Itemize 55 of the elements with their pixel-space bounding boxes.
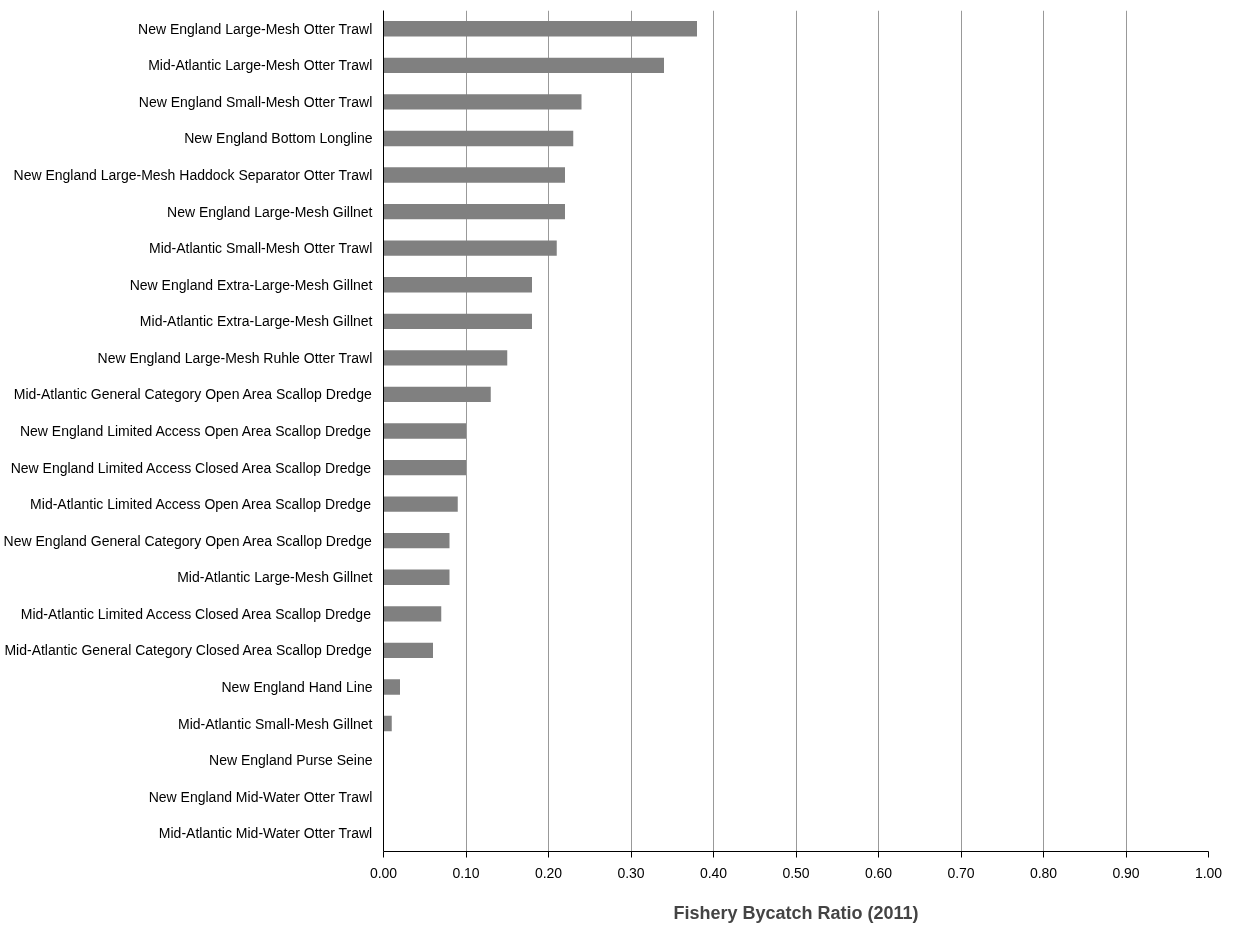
y-tick-label: New England Bottom Longline bbox=[184, 130, 373, 147]
x-tick-label: 0.60 bbox=[864, 864, 893, 881]
x-tick-label: 0.10 bbox=[452, 864, 480, 881]
bar bbox=[383, 21, 697, 37]
bar bbox=[383, 240, 557, 256]
x-axis-title: Fishery Bycatch Ratio (2011) bbox=[673, 902, 919, 923]
x-tick-label: 0.90 bbox=[1112, 864, 1140, 881]
bar bbox=[383, 94, 582, 110]
bar bbox=[383, 642, 433, 659]
bar bbox=[383, 496, 458, 512]
y-tick-label: New England Hand Line bbox=[221, 678, 373, 695]
bar bbox=[383, 57, 664, 74]
y-tick-label: Mid-Atlantic Limited Access Open Area Scallop Dredge bbox=[30, 496, 372, 513]
y-tick-label: New England Large-Mesh Otter Trawl bbox=[138, 20, 373, 37]
y-tick-label: New England Small-Mesh Otter Trawl bbox=[138, 93, 373, 110]
bar bbox=[383, 277, 532, 293]
bar bbox=[383, 679, 400, 695]
y-tick-label: Mid-Atlantic Limited Access Closed Area Scallop Dredge bbox=[20, 605, 372, 622]
y-tick-label: Mid-Atlantic Extra-Large-Mesh Gillnet bbox=[139, 313, 373, 330]
y-tick-label: Mid-Atlantic General Category Closed Area Scallop Dredge bbox=[4, 642, 372, 659]
y-tick-label: New England Limited Access Closed Area Scallop Dredge bbox=[10, 459, 372, 476]
y-tick-label: New England Mid-Water Otter Trawl bbox=[148, 788, 373, 805]
bar bbox=[383, 167, 565, 183]
bar bbox=[383, 313, 532, 329]
x-tick-label: 0.50 bbox=[782, 864, 810, 881]
y-tick-label: Mid-Atlantic Mid-Water Otter Trawl bbox=[158, 825, 373, 842]
x-tick-label: 1.00 bbox=[1194, 864, 1223, 881]
y-tick-label: New England Extra-Large-Mesh Gillnet bbox=[129, 276, 373, 293]
bar bbox=[383, 533, 450, 549]
bar bbox=[383, 386, 491, 403]
y-tick-label: New England Limited Access Open Area Scallop Dredge bbox=[19, 423, 372, 439]
y-tick-label: Mid-Atlantic Small-Mesh Otter Trawl bbox=[148, 240, 373, 257]
y-tick-label: Mid-Atlantic Large-Mesh Gillnet bbox=[177, 569, 373, 586]
x-tick-label: 0.80 bbox=[1029, 864, 1058, 881]
bar bbox=[383, 423, 466, 439]
bar bbox=[383, 606, 442, 622]
x-tick-label: 0.40 bbox=[699, 864, 728, 881]
y-tick-label: Mid-Atlantic General Category Open Area Scallop Dredge bbox=[13, 386, 372, 403]
x-tick-label: 0.00 bbox=[369, 864, 398, 881]
x-tick-label: 0.70 bbox=[947, 864, 975, 881]
y-tick-label: Mid-Atlantic Large-Mesh Otter Trawl bbox=[148, 57, 373, 74]
y-tick-label: New England Purse Seine bbox=[209, 752, 373, 769]
y-tick-label: New England Large-Mesh Ruhle Otter Trawl bbox=[97, 349, 373, 366]
x-tick-label: 0.30 bbox=[617, 864, 645, 881]
y-tick-label: New England Large-Mesh Haddock Separator Otter Trawl bbox=[13, 167, 373, 184]
bar bbox=[383, 715, 392, 732]
bar bbox=[383, 203, 565, 220]
bar bbox=[383, 459, 466, 476]
bar bbox=[383, 130, 574, 147]
y-tick-label: Mid-Atlantic Small-Mesh Gillnet bbox=[178, 715, 373, 732]
x-tick-label: 0.20 bbox=[534, 864, 563, 881]
bar bbox=[383, 569, 450, 585]
y-tick-label: New England Large-Mesh Gillnet bbox=[167, 203, 373, 220]
bar bbox=[383, 350, 508, 366]
y-tick-label: New England General Category Open Area Scallop Dredge bbox=[3, 532, 372, 549]
